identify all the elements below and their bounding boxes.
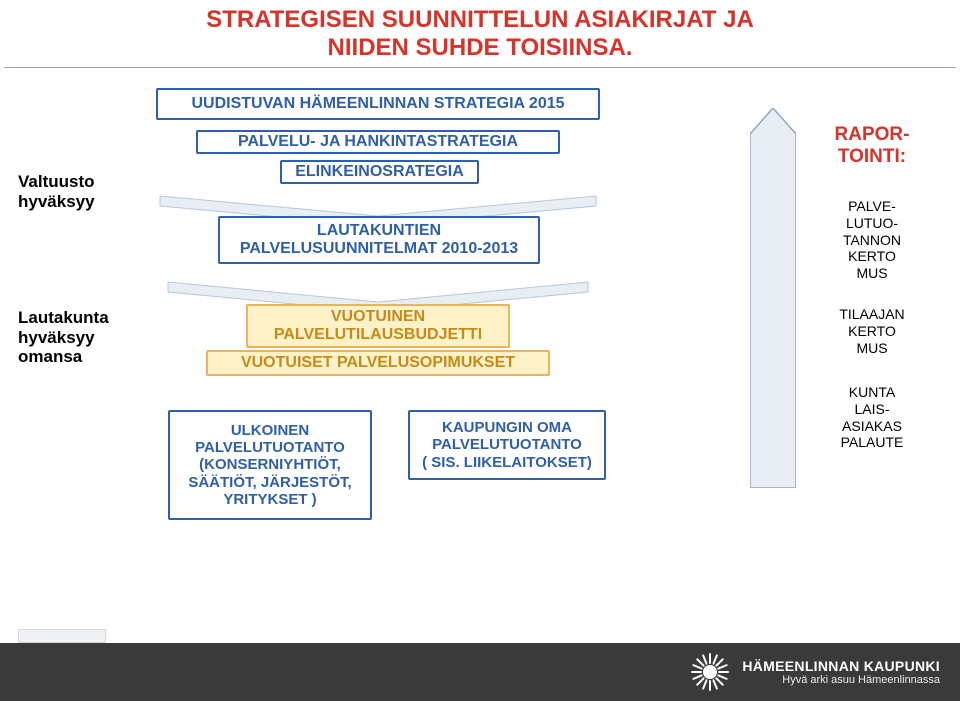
footer-line2: Hyvä arki asuu Hämeenlinnassa xyxy=(742,674,940,687)
pentagon-up-arrow-icon xyxy=(750,108,796,488)
box-ulkoinen-palvelutuotanto: ULKOINENPALVELUTUOTANTO(KONSERNIYHTIÖT,S… xyxy=(168,410,372,520)
label-palvelutuotannon-kertomus: PALVE-LUTUO-TANNONKERTOMUS xyxy=(826,198,918,282)
box-vuotuinen-budjetti: VUOTUINENPALVELUTILAUSBUDJETTI xyxy=(246,304,510,348)
footer-text: HÄMEENLINNAN KAUPUNKI Hyvä arki asuu Häm… xyxy=(742,658,940,687)
box-lautakuntien: LAUTAKUNTIENPALVELUSUUNNITELMAT 2010-201… xyxy=(218,216,540,264)
label-kuntalais-asiakaspalaute: KUNTALAIS-ASIAKASPALAUTE xyxy=(822,384,922,451)
box-elinkeinostrategia: ELINKEINOSRATEGIA xyxy=(280,160,479,184)
footer-bar: HÄMEENLINNAN KAUPUNKI Hyvä arki asuu Häm… xyxy=(0,643,960,701)
box-vuotuiset-sopimukset: VUOTUISET PALVELUSOPIMUKSET xyxy=(206,350,550,376)
footer-accent xyxy=(18,629,106,643)
logo-icon xyxy=(688,650,732,694)
label-valtuusto: Valtuustohyväksyy xyxy=(18,172,95,211)
box-palvelu-hankinta: PALVELU- JA HANKINTASTRATEGIA xyxy=(196,130,560,154)
label-lautakunta: Lautakuntahyväksyyomansa xyxy=(18,308,109,367)
label-tilaajan-kertomus: TILAAJANKERTOMUS xyxy=(822,306,922,356)
footer-line1: HÄMEENLINNAN KAUPUNKI xyxy=(742,658,940,674)
box-kaupungin-oma: KAUPUNGIN OMAPALVELUTUOTANTO( SIS. LIIKE… xyxy=(408,410,606,480)
box-strategia-2015: UUDISTUVAN HÄMEENLINNAN STRATEGIA 2015 xyxy=(156,88,600,120)
label-raportointi: RAPOR-TOINTI: xyxy=(812,124,932,168)
